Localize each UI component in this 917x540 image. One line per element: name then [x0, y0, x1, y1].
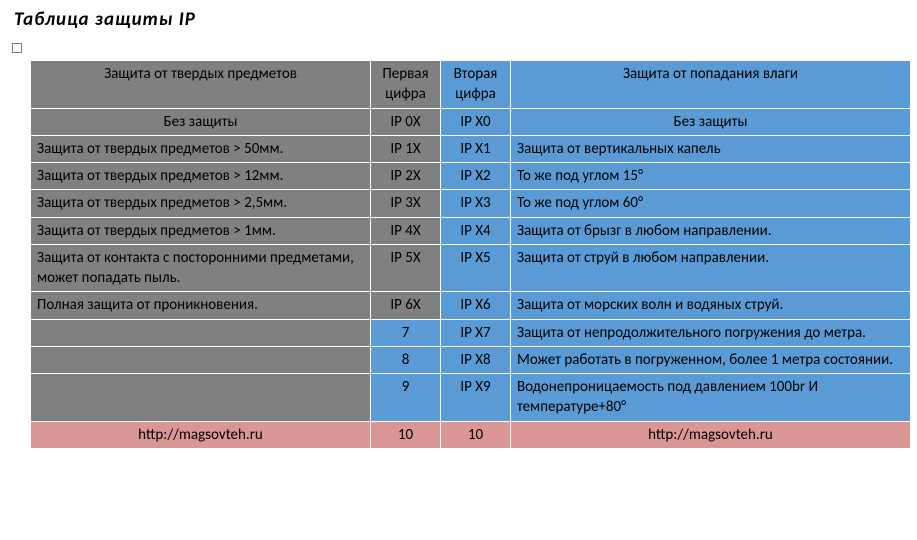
cell-d1: 9	[371, 374, 441, 422]
cell-solid: Защита от контакта с посторонними предме…	[31, 244, 371, 292]
table-row: Защита от твердых предметов > 2,5мм. IP …	[31, 190, 911, 217]
ip0x: IP 0X	[371, 108, 441, 135]
table-row: Защита от твердых предметов > 50мм. IP 1…	[31, 135, 911, 162]
cell-d1: IP 2X	[371, 163, 441, 190]
cell-solid: Защита от твердых предметов > 2,5мм.	[31, 190, 371, 217]
table-row: 8 IP X8 Может работать в погруженном, бо…	[31, 346, 911, 373]
table-row: 9 IP X9 Водонепроницаемость под давление…	[31, 374, 911, 422]
cell-solid	[31, 346, 371, 373]
cell-d1: IP 6X	[371, 292, 441, 319]
cell-d2: IP X1	[441, 135, 511, 162]
cell-solid: Защита от твердых предметов > 1мм.	[31, 217, 371, 244]
cell-d1: IP 4X	[371, 217, 441, 244]
page-title: Таблица защиты IP	[14, 8, 905, 31]
cell-solid: Полная защита от проникновения.	[31, 292, 371, 319]
cell-solid	[31, 374, 371, 422]
col-first-digit-header: Первая цифра	[371, 61, 441, 109]
footer-url-left[interactable]: http://magsovteh.ru	[31, 421, 371, 448]
col-second-digit-header: Вторая цифра	[441, 61, 511, 109]
cell-d1: 7	[371, 319, 441, 346]
cell-liquid: Водонепроницаемость под давлением 100br …	[511, 374, 911, 422]
table-row: Защита от твердых предметов > 1мм. IP 4X…	[31, 217, 911, 244]
header-row-1: Защита от твердых предметов Первая цифра…	[31, 61, 911, 109]
cell-liquid: Защита от брызг в любом направлении.	[511, 217, 911, 244]
cell-liquid: Защита от вертикальных капель	[511, 135, 911, 162]
cell-liquid: Защита от морских волн и водяных струй.	[511, 292, 911, 319]
cell-d2: IP X9	[441, 374, 511, 422]
footer-row: http://magsovteh.ru 10 10 http://magsovt…	[31, 421, 911, 448]
word-anchor-icon	[12, 43, 22, 53]
header-row-2: Без защиты IP 0X IP X0 Без защиты	[31, 108, 911, 135]
cell-liquid: Защита от непродолжительного погружения …	[511, 319, 911, 346]
title-text: Таблица защиты IP	[14, 8, 196, 31]
col-liquids-header: Защита от попадания влаги	[511, 61, 911, 109]
cell-solid	[31, 319, 371, 346]
cell-d2: IP X4	[441, 217, 511, 244]
table-row: 7 IP X7 Защита от непродолжительного пог…	[31, 319, 911, 346]
cell-solid: Защита от твердых предметов > 12мм.	[31, 163, 371, 190]
col-solids-header: Защита от твердых предметов	[31, 61, 371, 109]
table-row: Защита от контакта с посторонними предме…	[31, 244, 911, 292]
cell-d2: IP X3	[441, 190, 511, 217]
table-row: Защита от твердых предметов > 12мм. IP 2…	[31, 163, 911, 190]
ip-table: Защита от твердых предметов Первая цифра…	[30, 60, 911, 449]
cell-d2: IP X7	[441, 319, 511, 346]
cell-d1: IP 5X	[371, 244, 441, 292]
ipx0: IP X0	[441, 108, 511, 135]
cell-d1: 8	[371, 346, 441, 373]
cell-d2: IP X6	[441, 292, 511, 319]
cell-d2: IP X2	[441, 163, 511, 190]
cell-d1: IP 3X	[371, 190, 441, 217]
cell-solid: Защита от твердых предметов > 50мм.	[31, 135, 371, 162]
footer-url-right[interactable]: http://magsovteh.ru	[511, 421, 911, 448]
cell-d2: IP X8	[441, 346, 511, 373]
no-prot-liquid: Без защиты	[511, 108, 911, 135]
table-row: Полная защита от проникновения. IP 6X IP…	[31, 292, 911, 319]
footer-n1: 10	[371, 421, 441, 448]
no-prot-solid: Без защиты	[31, 108, 371, 135]
cell-liquid: То же под углом 15°	[511, 163, 911, 190]
footer-n2: 10	[441, 421, 511, 448]
cell-d1: IP 1X	[371, 135, 441, 162]
cell-d2: IP X5	[441, 244, 511, 292]
cell-liquid: Защита от струй в любом направлении.	[511, 244, 911, 292]
cell-liquid: То же под углом 60°	[511, 190, 911, 217]
cell-liquid: Может работать в погруженном, более 1 ме…	[511, 346, 911, 373]
